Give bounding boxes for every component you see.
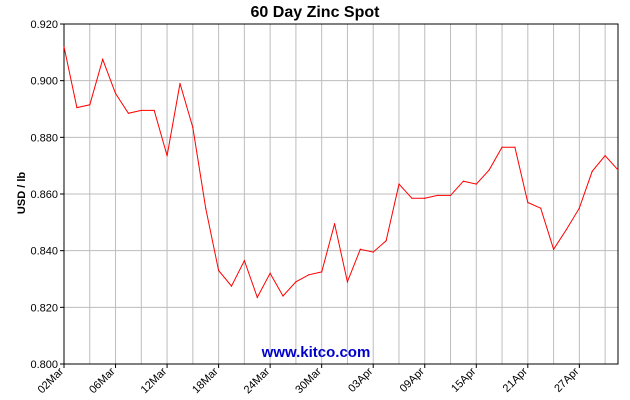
chart-title: 60 Day Zinc Spot — [251, 4, 381, 21]
data-point — [256, 296, 258, 299]
data-point — [218, 269, 220, 272]
data-point — [321, 271, 323, 273]
y-tick-label: 0.920 — [30, 19, 58, 31]
y-axis-label: USD / lb — [16, 172, 28, 214]
data-point — [269, 272, 271, 274]
x-tick-label: 06Mar — [87, 365, 118, 396]
data-point — [295, 281, 297, 283]
data-point — [514, 146, 516, 148]
data-point — [308, 274, 310, 276]
watermark-link[interactable]: www.kitco.com — [261, 344, 371, 361]
data-point — [398, 183, 400, 185]
data-point — [604, 155, 606, 157]
data-point — [462, 180, 464, 182]
y-tick-label: 0.900 — [30, 76, 58, 88]
data-point — [359, 248, 361, 250]
series-line-zinc — [63, 46, 619, 299]
data-point — [540, 207, 542, 209]
y-axis-ticks: 0.800 0.820 0.840 0.860 0.880 0.900 0.920 — [30, 19, 64, 371]
data-point — [192, 126, 194, 129]
data-point — [282, 295, 284, 297]
data-point — [205, 207, 207, 209]
data-point — [333, 223, 336, 225]
x-tick-label: 03Apr — [346, 365, 375, 394]
data-point — [411, 197, 413, 199]
y-tick-label: 0.800 — [30, 359, 58, 371]
data-point — [385, 240, 387, 242]
data-point — [424, 197, 426, 199]
data-point — [127, 112, 130, 114]
x-tick-label: 15Apr — [449, 365, 478, 394]
x-tick-label: 09Apr — [398, 365, 427, 394]
data-point — [372, 251, 374, 253]
data-point — [488, 169, 490, 171]
x-tick-label: 24Mar — [242, 365, 273, 396]
data-point — [89, 104, 91, 106]
data-point — [140, 109, 142, 112]
x-tick-label: 30Mar — [293, 365, 324, 396]
data-point — [501, 146, 503, 148]
data-point — [102, 58, 104, 61]
data-point — [230, 285, 233, 287]
data-point — [449, 194, 452, 197]
data-point — [617, 169, 619, 171]
x-tick-label: 27Apr — [552, 365, 581, 394]
y-tick-label: 0.880 — [30, 132, 58, 144]
data-point — [153, 109, 155, 112]
y-tick-label: 0.820 — [30, 302, 58, 314]
data-point — [166, 155, 168, 157]
data-point — [63, 46, 65, 48]
data-point — [346, 281, 349, 283]
data-point — [527, 201, 529, 204]
data-point — [114, 92, 117, 95]
y-tick-label: 0.840 — [30, 246, 58, 258]
data-point — [578, 207, 580, 209]
x-tick-label: 21Apr — [501, 365, 530, 394]
series-group — [63, 46, 619, 299]
y-tick-label: 0.860 — [30, 189, 58, 201]
data-point — [179, 82, 181, 85]
data-point — [552, 248, 555, 250]
data-point — [475, 183, 477, 185]
data-point — [437, 194, 439, 197]
grid-lines — [63, 23, 618, 365]
data-point — [76, 106, 78, 109]
x-axis-ticks: 02Mar 06Mar 12Mar 18Mar 24Mar 30Mar 03Apr 09Apr… — [36, 364, 582, 396]
data-point — [591, 170, 593, 172]
data-point — [243, 259, 245, 262]
data-point — [565, 228, 568, 231]
x-tick-label: 18Mar — [190, 365, 221, 396]
x-tick-label: 12Mar — [139, 365, 170, 396]
